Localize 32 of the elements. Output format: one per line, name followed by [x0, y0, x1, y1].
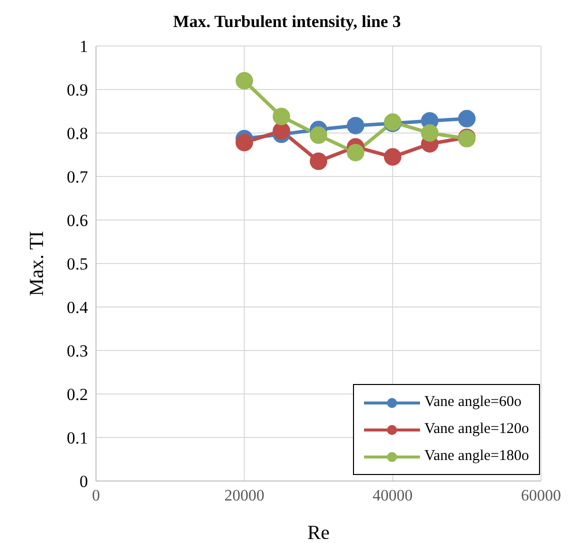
point	[272, 108, 290, 126]
x-tick-label: 20000	[224, 487, 264, 504]
point	[421, 124, 438, 142]
point	[236, 72, 254, 90]
point	[384, 148, 402, 166]
x-tick-label: 40000	[372, 487, 413, 504]
point	[272, 122, 290, 140]
point	[236, 134, 254, 152]
y-tick-label: 0.2	[66, 385, 88, 404]
y-tick-label: 0.4	[66, 298, 88, 318]
y-tick-label: 0.3	[66, 342, 88, 361]
y-axis-title: Max. TI	[26, 230, 48, 296]
point	[458, 110, 476, 128]
point	[346, 144, 364, 162]
y-tick-label: 1	[80, 37, 88, 56]
y-tick-label: 0.7	[66, 168, 88, 187]
legend-label: Vane angle=60o	[424, 394, 522, 411]
x-tick-label: 60000	[521, 487, 561, 504]
y-tick-label: 0.5	[66, 254, 88, 274]
x-tick-label: 0	[92, 487, 100, 504]
y-tick-label: 0.8	[66, 124, 88, 144]
point	[310, 152, 328, 170]
y-tick-label: 0	[80, 472, 88, 492]
chart-title: Max. Turbulent intensity, line 3	[172, 11, 402, 33]
y-tick-label: 0.9	[66, 80, 88, 100]
y-tick-label: 0.1	[66, 428, 88, 448]
point	[310, 126, 328, 144]
point	[346, 116, 364, 134]
legend-label: Vane angle=180o	[424, 448, 529, 465]
y-tick-label: 0.6	[66, 211, 88, 230]
x-axis-title: Re	[307, 522, 330, 543]
legend-label: Vane angle=120o	[424, 421, 529, 438]
